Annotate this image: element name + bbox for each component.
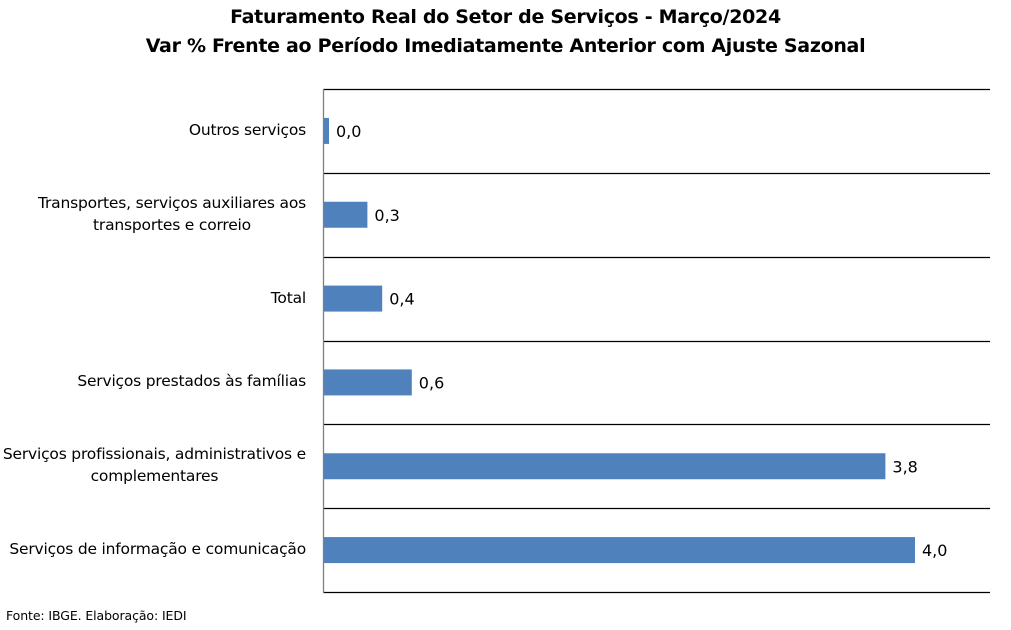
data-label: 0,3	[374, 206, 399, 225]
data-label: 0,4	[389, 290, 414, 309]
category-label-line: Outros serviços	[188, 120, 306, 139]
data-label: 0,0	[336, 122, 361, 141]
category-label-line: Serviços profissionais, administrativos …	[2, 445, 306, 464]
bar	[323, 201, 368, 228]
category-label: Serviços prestados às famílias	[77, 370, 306, 392]
bar	[323, 117, 329, 144]
category-label-line: Transportes, serviços auxiliares aos	[37, 193, 306, 212]
data-label: 4,0	[922, 541, 947, 560]
bar	[323, 369, 412, 396]
category-label: Total	[271, 287, 306, 309]
category-label-line: Serviços de informação e comunicação	[9, 540, 306, 559]
category-label: Transportes, serviços auxiliares aos tran…	[38, 192, 306, 236]
bar	[323, 453, 886, 480]
category-label: Serviços de informação e comunicação	[9, 538, 306, 560]
data-label: 3,8	[892, 457, 917, 476]
source-note: Fonte: IBGE. Elaboração: IEDI	[6, 608, 187, 623]
category-label-line: Total	[270, 288, 306, 307]
bar	[323, 537, 915, 564]
category-label-line: complementares	[90, 467, 219, 486]
category-label: Serviços profissionais, administrativos …	[3, 443, 306, 487]
data-label: 0,6	[419, 373, 444, 392]
category-label: Outros serviços	[189, 119, 306, 141]
bar	[323, 285, 383, 312]
chart-title: Faturamento Real do Setor de Serviços - …	[230, 6, 781, 28]
category-label-line: transportes e correio	[93, 215, 251, 234]
chart-subtitle: Var % Frente ao Período Imediatamente An…	[145, 35, 866, 57]
category-label-line: Serviços prestados às famílias	[77, 372, 306, 391]
